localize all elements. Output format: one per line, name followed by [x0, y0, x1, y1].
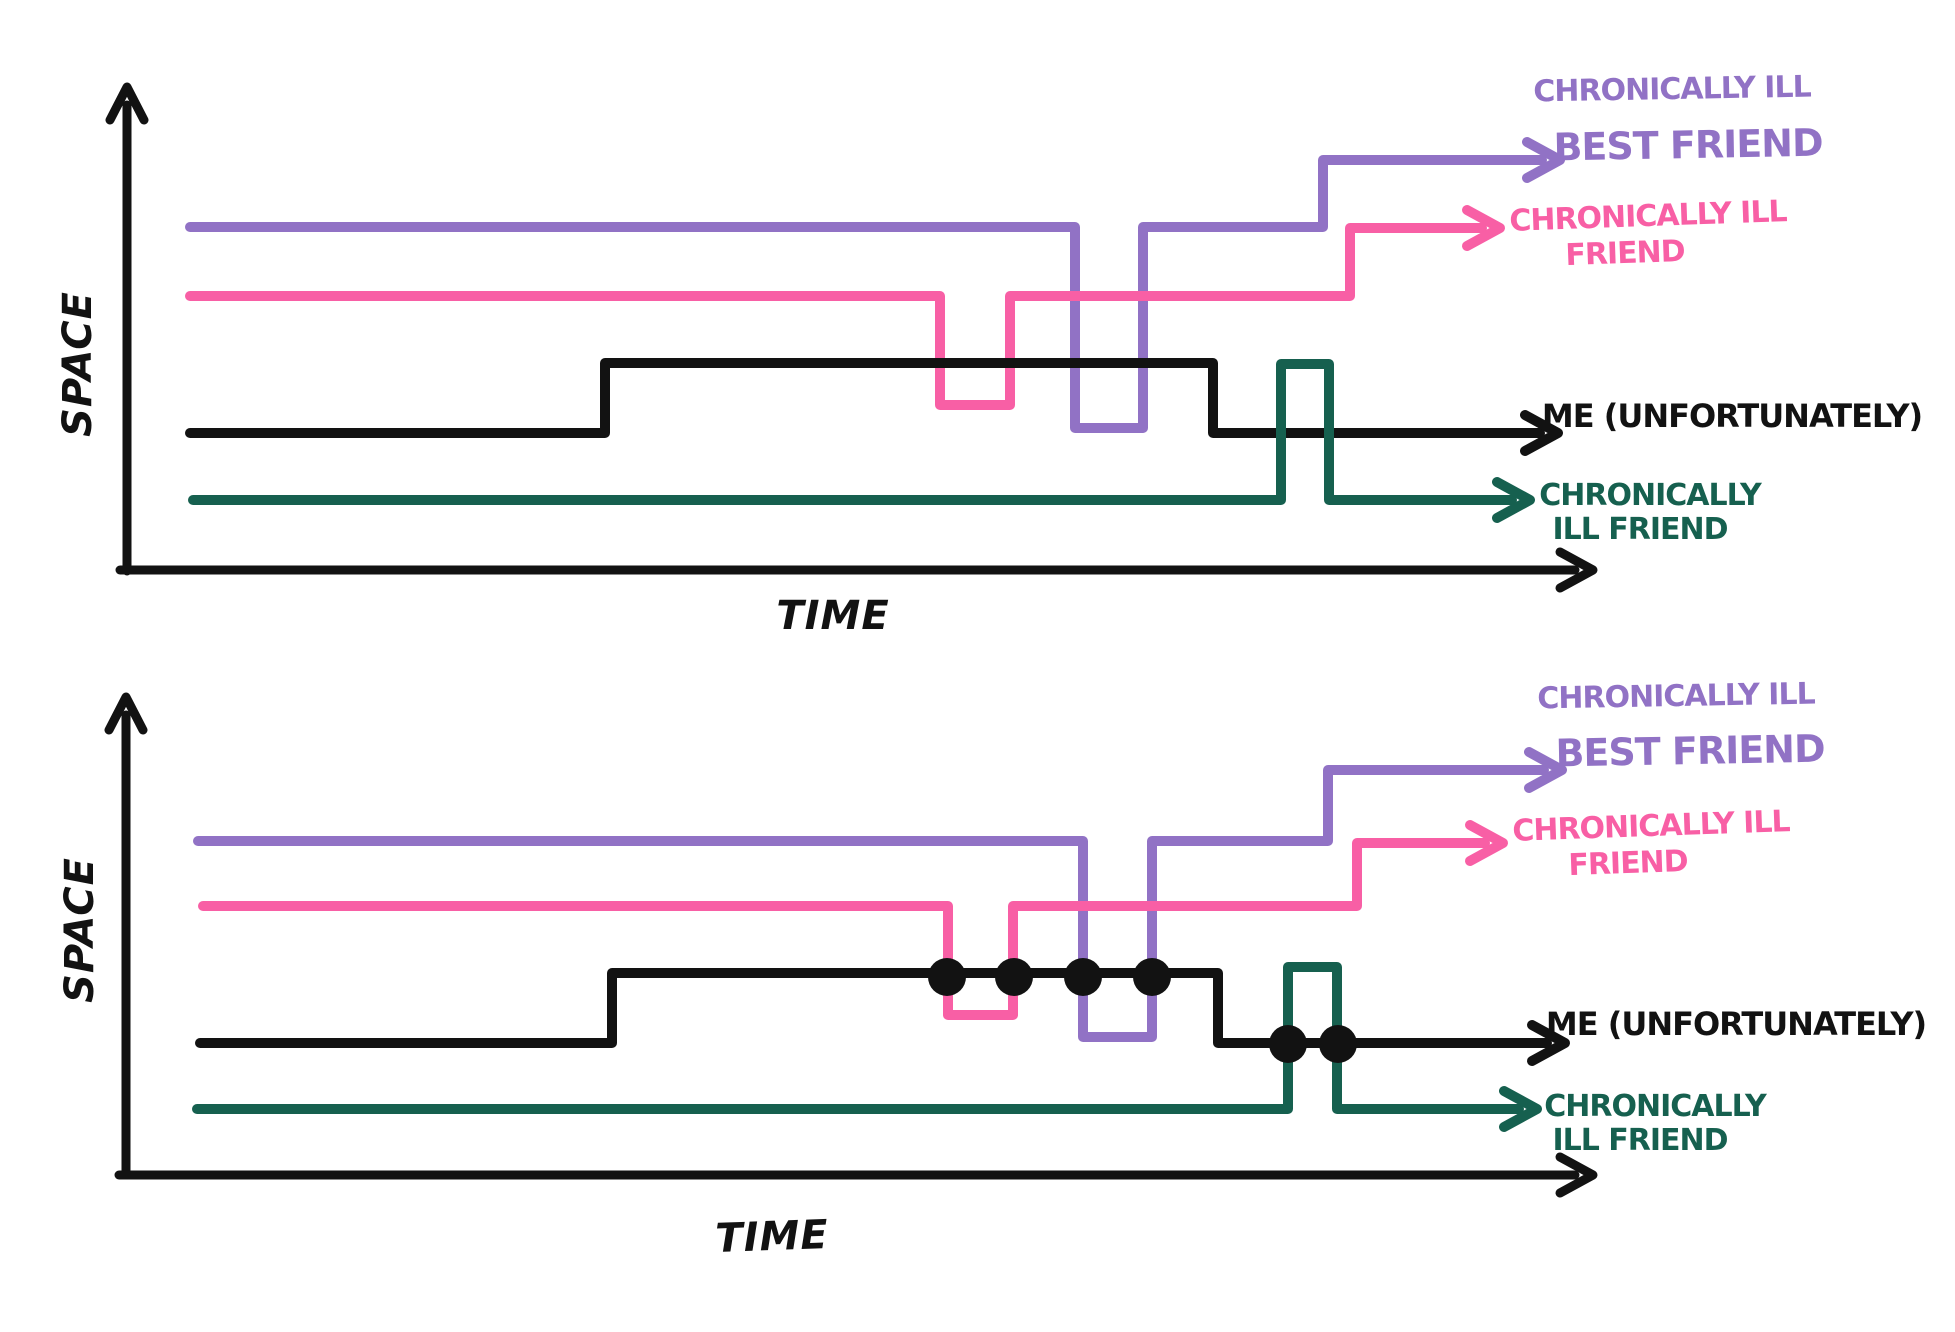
- top-line-chronically-ill-friend: [185, 223, 1487, 410]
- top-me-label: ME (UNFORTUNATELY): [1541, 397, 1923, 435]
- top-purple-label-line2: BEST FRIEND: [1553, 120, 1823, 170]
- top-line-chronically-ill-best-friend-arrowhead-icon: [1522, 137, 1565, 183]
- bottom-x-axis-arrowhead-icon: [1555, 1152, 1598, 1198]
- top-line-me-arrowhead-icon: [1520, 410, 1563, 456]
- top-line-chronically-ill-friend-2: [188, 359, 1517, 505]
- top-x-axis-arrowhead-icon: [1555, 547, 1598, 593]
- bottom-purple-label-line1: CHRONICALLY ILL: [1537, 676, 1815, 717]
- bottom-time-axis-label: TIME: [714, 1212, 830, 1262]
- top-pink-label-line2: FRIEND: [1564, 233, 1686, 274]
- top-time-axis-label: TIME: [776, 593, 890, 639]
- top-teal-label-line2: ILL FRIEND: [1552, 512, 1728, 547]
- top-space-axis-label: SPACE: [55, 291, 101, 437]
- top-y-axis-arrowhead-icon: [105, 82, 149, 125]
- bottom-intersection-dot-1: [928, 958, 966, 996]
- bottom-line-chronically-ill-best-friend: [193, 765, 1549, 1042]
- bottom-line-chronically-ill-friend-arrowhead-icon: [1465, 820, 1508, 866]
- bottom-purple-label-line2: BEST FRIEND: [1555, 726, 1825, 776]
- top-purple-label-line1: CHRONICALLY ILL: [1533, 69, 1811, 110]
- bottom-intersection-dot-6: [1319, 1025, 1357, 1063]
- bottom-intersection-dot-2: [995, 958, 1033, 996]
- bottom-line-chronically-ill-best-friend-arrowhead-icon: [1524, 747, 1567, 793]
- bottom-pink-label-line2: FRIEND: [1567, 843, 1689, 884]
- bottom-me-label: ME (UNFORTUNATELY): [1545, 1005, 1927, 1043]
- bottom-teal-label-line2: ILL FRIEND: [1552, 1123, 1728, 1158]
- top-line-chronically-ill-friend-2-arrowhead-icon: [1492, 477, 1535, 523]
- bottom-line-chronically-ill-friend-2-arrowhead-icon: [1499, 1086, 1542, 1132]
- bottom-intersection-dot-3: [1064, 958, 1102, 996]
- bottom-line-chronically-ill-friend-2: [192, 962, 1524, 1114]
- top-line-chronically-ill-friend-arrowhead-icon: [1462, 205, 1505, 251]
- top-teal-label-line1: CHRONICALLY: [1539, 478, 1762, 513]
- top-line-chronically-ill-best-friend: [185, 155, 1547, 433]
- bottom-line-me-arrowhead-icon: [1527, 1020, 1570, 1066]
- bottom-intersection-dot-5: [1269, 1025, 1307, 1063]
- bottom-y-axis-arrowhead-icon: [104, 692, 148, 735]
- bottom-space-axis-label: SPACE: [57, 857, 103, 1003]
- bottom-teal-label-line1: CHRONICALLY: [1544, 1089, 1767, 1124]
- top-line-me: [185, 358, 1545, 438]
- bottom-intersection-dot-4: [1133, 958, 1171, 996]
